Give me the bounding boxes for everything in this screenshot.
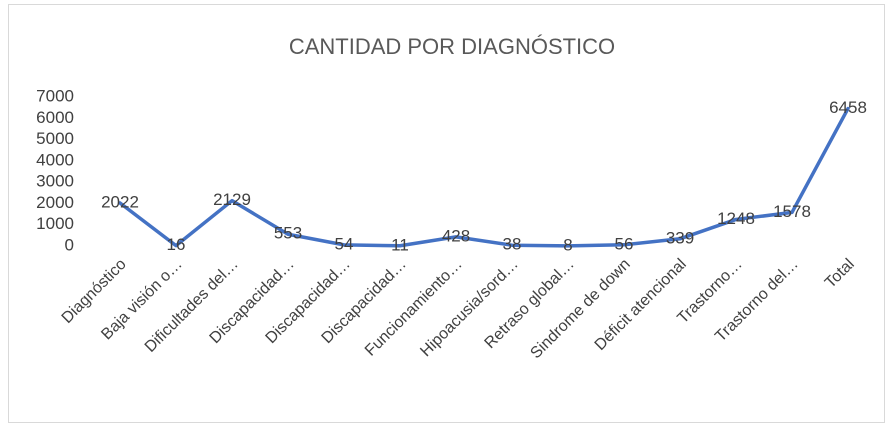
data-label: 2129 — [213, 190, 251, 209]
data-label: 11 — [391, 235, 409, 254]
data-label: 54 — [335, 234, 354, 253]
data-label: 56 — [615, 234, 634, 253]
chart-title: CANTIDAD POR DIAGNÓSTICO — [289, 34, 615, 59]
y-tick-label: 1000 — [36, 214, 74, 233]
y-tick-label: 3000 — [36, 172, 74, 191]
data-label: 6458 — [829, 98, 867, 117]
data-label: 339 — [666, 228, 694, 247]
data-label: 16 — [167, 235, 186, 254]
data-label: 553 — [274, 224, 302, 243]
data-label: 428 — [442, 226, 470, 245]
y-tick-label: 6000 — [36, 108, 74, 127]
data-label: 2022 — [101, 192, 139, 211]
series-line — [118, 106, 850, 248]
y-tick-label: 5000 — [36, 129, 74, 148]
y-tick-label: 0 — [65, 235, 74, 254]
chart-frame — [8, 4, 885, 423]
y-tick-label: 4000 — [36, 150, 74, 169]
data-label: 1578 — [773, 202, 811, 221]
data-label: 38 — [503, 235, 522, 254]
y-tick-label: 7000 — [36, 86, 74, 105]
data-label: 8 — [563, 235, 572, 254]
y-tick-label: 2000 — [36, 193, 74, 212]
data-label: 1248 — [717, 209, 755, 228]
